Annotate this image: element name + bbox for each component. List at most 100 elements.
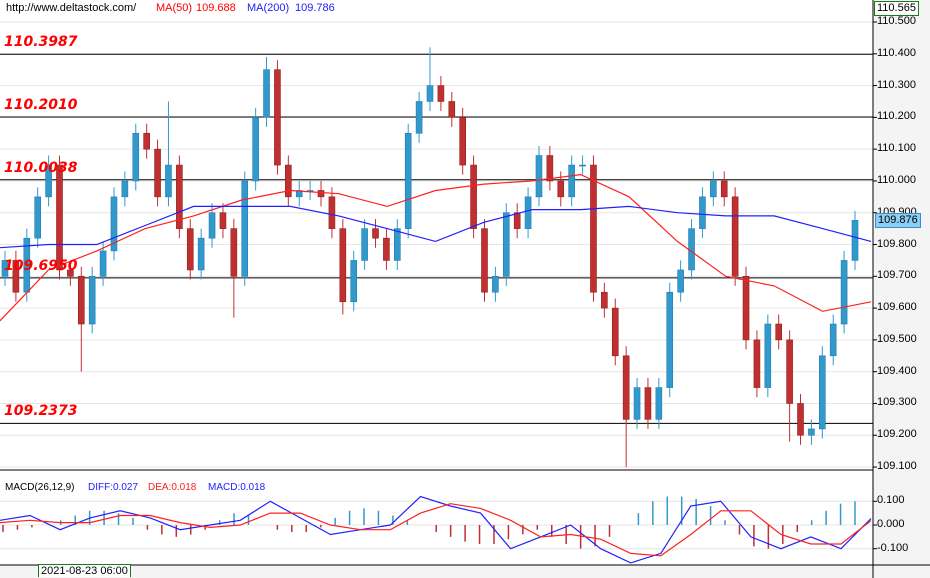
ma50-line: [0, 173, 872, 322]
candle-body: [579, 164, 586, 167]
candle-body: [56, 164, 63, 271]
candle-body: [492, 276, 499, 293]
axis-tick-label: 110.100: [877, 142, 916, 155]
axis-tick-label: 109.300: [877, 396, 917, 409]
candle-body: [644, 387, 652, 420]
candle-body: [786, 339, 793, 404]
candle-body: [110, 196, 118, 252]
macd-axis-tick-label: 0.000: [877, 518, 905, 530]
candle-body: [372, 228, 379, 239]
candle-body: [808, 428, 815, 436]
candle-body: [524, 196, 532, 229]
candle-body: [666, 291, 674, 388]
candle-body: [437, 85, 445, 102]
candle-body: [513, 212, 521, 229]
candle-body: [720, 180, 728, 198]
axis-tick-label: 110.300: [877, 78, 916, 91]
candle-body: [764, 323, 772, 388]
candle-body: [481, 228, 488, 293]
candle-body: [132, 132, 140, 182]
axis-background: [873, 0, 930, 578]
candle-body: [67, 269, 74, 277]
axis-tick-label: 110.500: [877, 15, 916, 27]
candle-body: [829, 323, 837, 357]
candle-body: [840, 260, 848, 325]
ma50-label: MA(50): [156, 2, 193, 14]
candle-body: [12, 260, 20, 293]
macd-diff-value: DIFF:0.027: [88, 482, 139, 493]
candle-body: [470, 164, 477, 229]
candle-body: [415, 101, 423, 134]
axis-tick-label: 109.700: [877, 269, 917, 282]
macd-axis-tick-label: -0.100: [877, 541, 909, 554]
axis-tick-label: 109.800: [877, 237, 917, 250]
candle-body: [88, 276, 96, 325]
candle-body: [252, 117, 259, 182]
candle-body: [622, 355, 630, 420]
candle-body: [394, 228, 401, 261]
candle-body: [590, 164, 597, 293]
candle-body: [851, 220, 859, 261]
candle-body: [699, 196, 706, 229]
candle-body: [568, 164, 575, 198]
candle-body: [710, 180, 717, 198]
candle-body: [797, 403, 804, 436]
top-price-box: 110.565: [874, 1, 919, 16]
ma50-value: 109.688: [196, 2, 236, 14]
candle-body: [775, 323, 783, 341]
candle-body: [535, 155, 543, 198]
candle-body: [295, 190, 303, 198]
level-label: 110.0038: [4, 159, 78, 176]
candle-body: [404, 132, 412, 229]
candle-body: [731, 196, 739, 277]
level-label: 109.6950: [4, 257, 78, 274]
candle-body: [165, 164, 172, 198]
candle-body: [753, 339, 761, 388]
candle-body: [339, 228, 347, 303]
candle-body: [350, 260, 358, 303]
level-label: 110.2010: [4, 97, 78, 114]
candle-body: [742, 276, 750, 341]
candle-body: [1, 260, 9, 277]
candle-body: [241, 180, 249, 277]
candle-body: [328, 196, 336, 229]
candle-body: [361, 228, 368, 261]
candle-body: [208, 212, 216, 239]
candle-body: [77, 276, 85, 325]
candle-body: [121, 180, 129, 198]
candle-body: [502, 212, 510, 277]
ma200-value: 109.786: [295, 2, 335, 14]
candle-body: [819, 355, 826, 430]
candle-body: [677, 269, 684, 293]
candle-body: [633, 387, 641, 420]
level-label: 110.3987: [4, 34, 78, 51]
macd-axis-tick-label: 0.100: [877, 494, 905, 507]
candle-body: [383, 237, 390, 261]
candle-body: [186, 228, 194, 271]
macd-dea-line: [0, 503, 872, 557]
candle-body: [601, 291, 608, 309]
time-axis-background: [0, 565, 873, 578]
candle-body: [230, 228, 238, 277]
candle-body: [99, 250, 107, 277]
candle-body: [219, 212, 227, 229]
candle-body: [274, 69, 281, 166]
candle-body: [448, 101, 456, 118]
candle-body: [688, 228, 695, 271]
axis-tick-label: 109.100: [877, 460, 917, 473]
ma200-label: MA(200): [247, 2, 290, 14]
candle-body: [611, 307, 619, 357]
ma200-line: [0, 205, 872, 249]
candle-body: [143, 132, 150, 150]
candle-body: [459, 117, 466, 166]
candle-body: [426, 85, 434, 102]
candle-body: [34, 196, 41, 239]
axis-tick-label: 109.400: [877, 364, 917, 377]
source-url[interactable]: http://www.deltastock.com/: [6, 2, 137, 14]
candle-body: [45, 164, 52, 198]
candle-body: [154, 148, 161, 198]
macd-dea-value: DEA:0.018: [148, 482, 197, 493]
axis-tick-label: 109.600: [877, 301, 917, 314]
macd-title: MACD(26,12,9): [5, 482, 75, 493]
